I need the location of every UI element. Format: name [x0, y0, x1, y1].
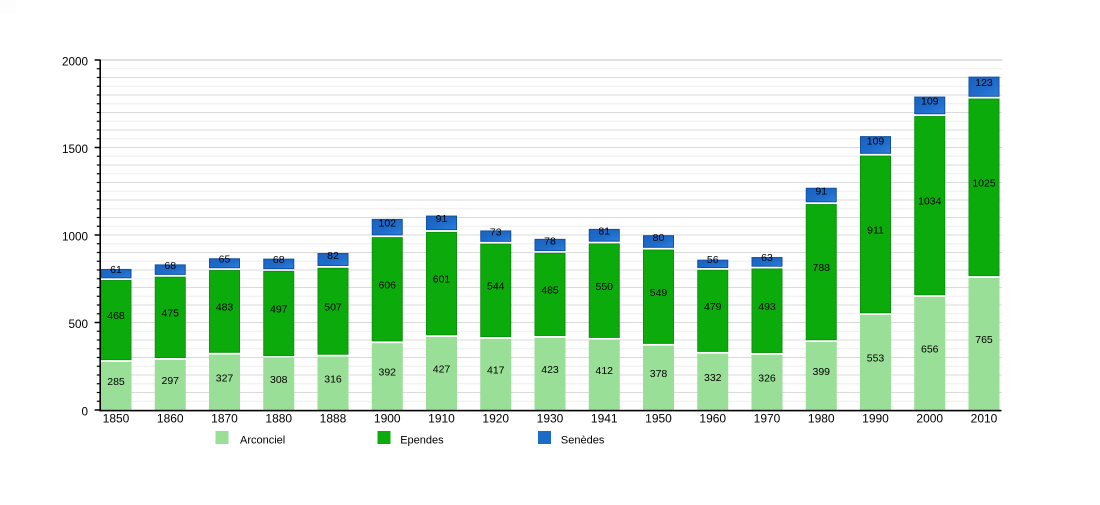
- svg-text:427: 427: [433, 364, 451, 376]
- svg-text:1941: 1941: [591, 412, 618, 426]
- svg-text:91: 91: [815, 185, 827, 197]
- svg-text:788: 788: [812, 262, 830, 274]
- svg-text:102: 102: [378, 217, 396, 229]
- svg-text:1025: 1025: [972, 177, 996, 189]
- svg-text:479: 479: [704, 301, 722, 313]
- svg-text:327: 327: [216, 372, 234, 384]
- svg-text:1950: 1950: [645, 412, 672, 426]
- svg-text:1980: 1980: [808, 412, 835, 426]
- svg-text:56: 56: [707, 254, 719, 266]
- svg-text:65: 65: [219, 254, 231, 266]
- svg-text:82: 82: [327, 250, 339, 262]
- svg-text:1960: 1960: [699, 412, 726, 426]
- svg-text:483: 483: [216, 302, 234, 314]
- svg-text:1970: 1970: [754, 412, 781, 426]
- svg-text:485: 485: [541, 285, 559, 297]
- svg-text:549: 549: [650, 287, 668, 299]
- svg-text:378: 378: [650, 368, 668, 380]
- svg-text:911: 911: [867, 225, 884, 237]
- svg-text:285: 285: [107, 376, 125, 388]
- svg-text:765: 765: [975, 334, 993, 346]
- svg-text:68: 68: [164, 260, 176, 272]
- svg-text:297: 297: [161, 375, 179, 387]
- svg-text:553: 553: [867, 353, 885, 365]
- svg-text:308: 308: [270, 374, 288, 386]
- svg-text:497: 497: [270, 304, 288, 316]
- svg-text:1920: 1920: [482, 412, 509, 426]
- svg-text:1880: 1880: [265, 412, 292, 426]
- svg-text:109: 109: [867, 135, 885, 147]
- svg-text:412: 412: [595, 365, 613, 377]
- svg-text:123: 123: [975, 77, 993, 89]
- svg-text:493: 493: [758, 301, 776, 313]
- svg-text:81: 81: [598, 226, 610, 238]
- svg-text:Arconciel: Arconciel: [240, 435, 285, 447]
- svg-text:500: 500: [68, 318, 88, 331]
- svg-text:1870: 1870: [211, 412, 238, 426]
- svg-text:544: 544: [487, 280, 505, 292]
- svg-text:656: 656: [921, 344, 939, 356]
- svg-text:Ependes: Ependes: [400, 435, 444, 447]
- svg-text:507: 507: [324, 301, 342, 313]
- svg-text:423: 423: [541, 364, 559, 376]
- svg-text:0: 0: [81, 405, 88, 418]
- svg-text:392: 392: [378, 367, 396, 379]
- svg-text:1900: 1900: [374, 412, 401, 426]
- svg-text:2010: 2010: [971, 412, 998, 426]
- svg-text:550: 550: [595, 281, 613, 293]
- svg-text:109: 109: [921, 96, 939, 108]
- svg-text:1990: 1990: [862, 412, 889, 426]
- svg-text:1500: 1500: [62, 143, 89, 156]
- svg-text:2000: 2000: [62, 55, 89, 68]
- svg-text:2000: 2000: [916, 412, 943, 426]
- svg-text:1000: 1000: [62, 230, 89, 243]
- svg-text:1888: 1888: [320, 412, 347, 426]
- svg-text:61: 61: [110, 264, 122, 276]
- svg-text:Senèdes: Senèdes: [561, 435, 605, 447]
- svg-text:606: 606: [378, 279, 396, 291]
- svg-text:475: 475: [161, 307, 179, 319]
- svg-text:326: 326: [758, 372, 776, 384]
- svg-text:1850: 1850: [103, 412, 130, 426]
- svg-text:78: 78: [544, 235, 556, 247]
- svg-text:332: 332: [704, 372, 722, 384]
- svg-text:80: 80: [653, 232, 665, 244]
- svg-text:601: 601: [433, 274, 451, 286]
- svg-text:316: 316: [324, 373, 342, 385]
- svg-text:1930: 1930: [537, 412, 564, 426]
- svg-text:91: 91: [436, 213, 448, 225]
- svg-text:73: 73: [490, 226, 502, 238]
- svg-text:399: 399: [812, 366, 830, 378]
- svg-text:417: 417: [487, 365, 505, 377]
- svg-text:1860: 1860: [157, 412, 184, 426]
- svg-text:63: 63: [761, 252, 773, 264]
- svg-text:1910: 1910: [428, 412, 455, 426]
- svg-text:68: 68: [273, 254, 285, 266]
- svg-text:1034: 1034: [918, 196, 942, 208]
- svg-text:468: 468: [107, 310, 125, 322]
